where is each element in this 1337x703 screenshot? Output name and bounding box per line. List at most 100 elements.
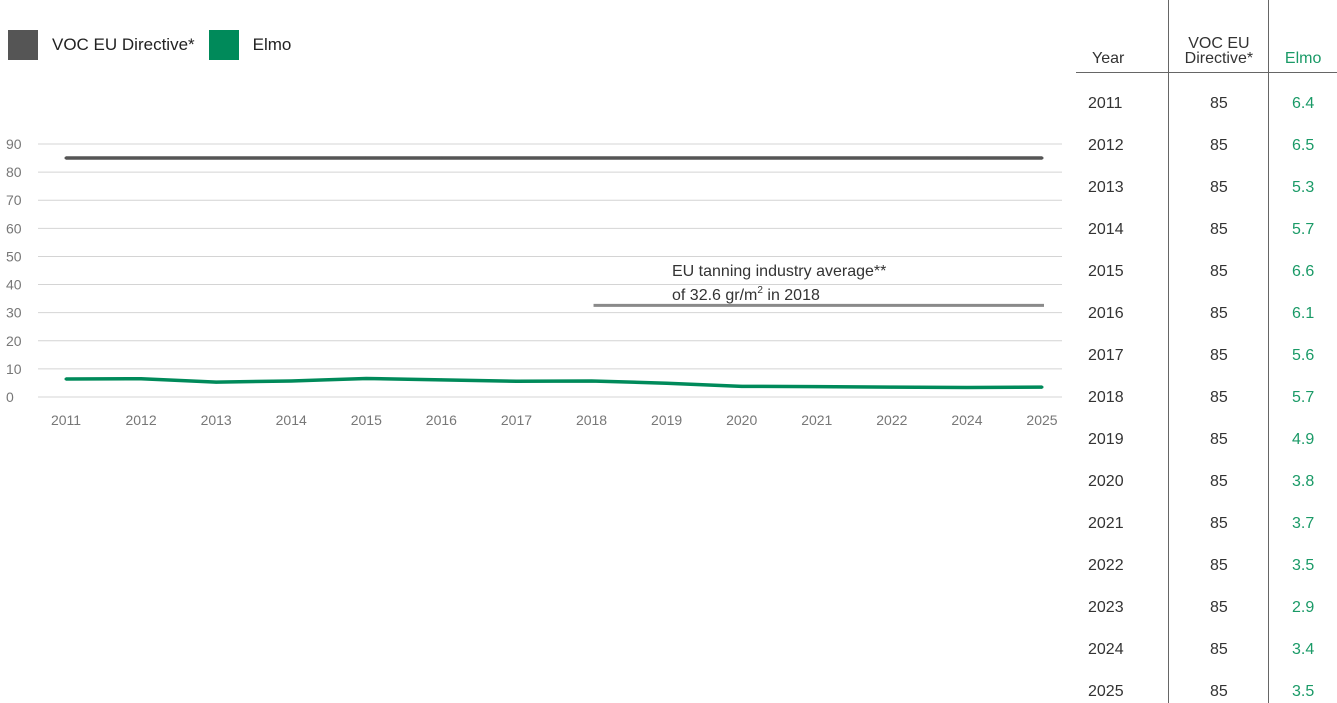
x-tick-label: 2016: [426, 412, 457, 428]
table-cell-voc: 85: [1169, 325, 1269, 367]
x-tick-label: 2012: [125, 412, 156, 428]
series-point-voc: [590, 157, 593, 160]
series-point-elmo: [65, 378, 68, 381]
x-tick-label: 2011: [51, 412, 81, 428]
x-tick-label: 2013: [201, 412, 232, 428]
table-cell-year: 2016: [1076, 283, 1169, 325]
series-point-voc: [365, 157, 368, 160]
table-cell-voc: 85: [1169, 535, 1269, 577]
series-point-elmo: [140, 377, 143, 380]
x-tick-label: 2017: [501, 412, 532, 428]
table-cell-elmo: 3.5: [1269, 535, 1337, 577]
table-cell-voc: 85: [1169, 241, 1269, 283]
x-tick-label: 2020: [726, 412, 757, 428]
series-point-elmo: [590, 379, 593, 382]
series-point-elmo: [965, 386, 968, 389]
series-point-voc: [965, 157, 968, 160]
x-tick-label: 2025: [1026, 412, 1057, 428]
table-cell-elmo: 6.1: [1269, 283, 1337, 325]
series-point-voc: [815, 157, 818, 160]
table-cell-elmo: 3.7: [1269, 493, 1337, 535]
series-point-elmo: [440, 378, 443, 381]
x-tick-label: 2014: [276, 412, 307, 428]
series-point-voc: [65, 157, 68, 160]
x-tick-label: 2018: [576, 412, 607, 428]
table-cell-year: 2011: [1076, 73, 1169, 116]
table-cell-elmo: 2.9: [1269, 577, 1337, 619]
table-cell-voc: 85: [1169, 493, 1269, 535]
series-point-elmo: [515, 380, 518, 383]
y-tick-label: 70: [6, 192, 22, 208]
y-tick-label: 80: [6, 164, 22, 180]
table-cell-elmo: 3.4: [1269, 619, 1337, 661]
table-cell-year: 2013: [1076, 157, 1169, 199]
table-cell-voc: 85: [1169, 367, 1269, 409]
x-tick-label: 2024: [951, 412, 982, 428]
x-tick-label: 2015: [351, 412, 382, 428]
table-cell-elmo: 3.8: [1269, 451, 1337, 493]
table-cell-voc: 85: [1169, 157, 1269, 199]
series-point-voc: [890, 157, 893, 160]
series-point-elmo: [215, 381, 218, 384]
series-point-voc: [215, 157, 218, 160]
table-cell-voc: 85: [1169, 577, 1269, 619]
table-cell-year: 2014: [1076, 199, 1169, 241]
y-tick-label: 90: [6, 136, 22, 152]
table-cell-year: 2017: [1076, 325, 1169, 367]
table-cell-voc: 85: [1169, 199, 1269, 241]
table-cell-voc: 85: [1169, 451, 1269, 493]
table-header-voc-line2: Directive*: [1185, 50, 1253, 67]
table-header-year: Year: [1076, 0, 1169, 73]
table-cell-elmo: 5.7: [1269, 367, 1337, 409]
annotation-line1: EU tanning industry average**: [672, 263, 886, 280]
table-cell-year: 2020: [1076, 451, 1169, 493]
y-tick-label: 10: [6, 361, 22, 377]
y-tick-label: 40: [6, 277, 22, 293]
annotation-line2: of 32.6 gr/m2 in 2018: [672, 285, 820, 304]
table-cell-voc: 85: [1169, 661, 1269, 703]
table-cell-elmo: 6.4: [1269, 73, 1337, 116]
series-point-voc: [140, 157, 143, 160]
series-point-elmo: [740, 385, 743, 388]
table-cell-year: 2019: [1076, 409, 1169, 451]
y-tick-label: 20: [6, 333, 22, 349]
table-cell-elmo: 3.5: [1269, 661, 1337, 703]
y-tick-label: 30: [6, 305, 22, 321]
x-tick-label: 2019: [651, 412, 682, 428]
series-point-elmo: [1041, 386, 1044, 389]
series-line-elmo: [66, 378, 1042, 387]
table-cell-elmo: 5.3: [1269, 157, 1337, 199]
grid-lines: [38, 144, 1062, 397]
y-tick-label: 50: [6, 248, 22, 264]
series-point-voc: [440, 157, 443, 160]
series-point-voc: [740, 157, 743, 160]
x-tick-label: 2022: [876, 412, 907, 428]
series-point-voc: [290, 157, 293, 160]
annotation-line2-post: in 2018: [763, 287, 820, 304]
table-cell-year: 2018: [1076, 367, 1169, 409]
table-cell-elmo: 4.9: [1269, 409, 1337, 451]
series-lines: [65, 157, 1044, 389]
table-header-elmo: Elmo: [1269, 0, 1337, 73]
table-cell-voc: 85: [1169, 73, 1269, 116]
table-cell-voc: 85: [1169, 283, 1269, 325]
series-point-elmo: [890, 386, 893, 389]
